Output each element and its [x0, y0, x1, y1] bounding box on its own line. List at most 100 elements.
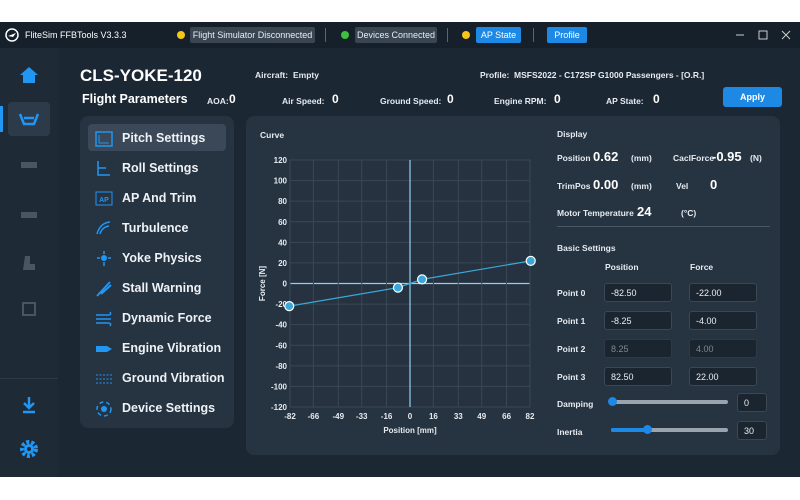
menu-icon [95, 131, 113, 147]
y-tick-label: -20 [275, 300, 287, 309]
menu-icon: AP [95, 191, 113, 206]
menu-label: Ground Vibration [122, 371, 225, 385]
curve-point [416, 274, 428, 285]
inertia-input[interactable]: 30 [737, 421, 767, 440]
nav-device[interactable] [8, 292, 50, 326]
menu-item[interactable]: Turbulence [88, 214, 226, 241]
menu-label: Dynamic Force [122, 311, 212, 325]
nav-device[interactable] [8, 246, 50, 280]
y-tick-label: -100 [271, 382, 288, 391]
menu-icon [96, 374, 112, 384]
basic-settings-title: Basic Settings [557, 243, 616, 253]
separator [533, 28, 534, 42]
device-status: Devices Connected [355, 27, 437, 43]
param-value: 0 [447, 92, 454, 106]
param-value: 0 [554, 92, 561, 106]
x-tick-label: -16 [381, 412, 393, 421]
menu-item[interactable]: Ground Vibration [88, 364, 226, 391]
separator [447, 28, 448, 42]
device-name: CLS-YOKE-120 [80, 66, 202, 85]
y-tick-label: 60 [278, 218, 287, 227]
x-tick-label: -82 [284, 412, 296, 421]
chart-title: Curve [260, 130, 284, 140]
inertia-slider[interactable] [611, 428, 728, 432]
menu-item[interactable]: Stall Warning [88, 274, 226, 301]
settings-menu: Pitch Settings Roll Settings AP AP And Trim… [80, 116, 234, 428]
app-window: FliteSim FFBTools V3.3.3 Flight Simulato… [0, 22, 800, 477]
section-title: Flight Parameters [82, 92, 188, 106]
y-tick-label: -120 [271, 403, 288, 412]
slider-knob[interactable] [643, 425, 652, 434]
menu-item[interactable]: Device Settings [88, 394, 226, 421]
curve-line [289, 260, 531, 307]
position-input[interactable]: -82.50 [604, 283, 672, 302]
menu-icon [96, 281, 112, 297]
damping-input[interactable]: 0 [737, 393, 767, 412]
menu-item[interactable]: AP AP And Trim [88, 184, 226, 211]
position-input[interactable]: 82.50 [604, 367, 672, 386]
profile-label: Profile: [480, 70, 510, 80]
x-axis-label: Position [mm] [383, 426, 437, 435]
position-input[interactable]: 8.25 [604, 339, 672, 358]
profile-button[interactable]: Profile [547, 27, 587, 43]
position-label: Position [557, 153, 591, 163]
force-label: CaclForce [673, 153, 715, 163]
menu-icon [97, 251, 111, 266]
window-controls[interactable] [732, 28, 794, 42]
force-input[interactable]: -22.00 [689, 283, 757, 302]
param-label: AOA: [207, 96, 229, 106]
nav-download[interactable] [8, 388, 50, 422]
apply-button[interactable]: Apply [723, 87, 782, 107]
status-dot [462, 31, 470, 39]
content-panel: Curve -120 -100 -80 -60 -40 -20 0 20 40 60 80 100 120… [246, 116, 780, 455]
nav-yoke[interactable] [0, 102, 50, 136]
menu-item[interactable]: Pitch Settings [88, 124, 226, 151]
x-tick-label: 16 [429, 412, 438, 421]
point-label: Point 1 [557, 316, 586, 326]
param-value: 0 [653, 92, 660, 106]
svg-text:AP: AP [99, 197, 109, 204]
title-bar: FliteSim FFBTools V3.3.3 Flight Simulato… [0, 22, 800, 48]
force-input[interactable]: -4.00 [689, 311, 757, 330]
x-tick-label: -33 [356, 412, 368, 421]
slider-knob[interactable] [608, 397, 617, 406]
force-input[interactable]: 4.00 [689, 339, 757, 358]
damping-slider[interactable] [611, 400, 728, 404]
menu-item[interactable]: Roll Settings [88, 154, 226, 181]
separator [325, 28, 326, 42]
y-tick-label: 20 [278, 259, 287, 268]
nav-device[interactable] [8, 198, 50, 232]
menu-label: Yoke Physics [122, 251, 202, 265]
aircraft-label: Aircraft: [255, 70, 289, 80]
force-input[interactable]: 22.00 [689, 367, 757, 386]
position-input[interactable]: -8.25 [604, 311, 672, 330]
x-tick-label: -66 [308, 412, 320, 421]
nav-device[interactable] [8, 148, 50, 182]
nav-home[interactable] [8, 58, 50, 92]
menu-label: Roll Settings [122, 161, 199, 175]
profile-value: MSFS2022 - C172SP G1000 Passengers - [O.… [514, 70, 705, 80]
y-tick-label: 0 [283, 280, 288, 289]
y-tick-label: -40 [275, 321, 287, 330]
y-axis-label: Force [N] [258, 266, 267, 301]
trimpos-value: 0.00 [593, 177, 619, 192]
x-tick-label: 49 [477, 412, 486, 421]
menu-item[interactable]: Dynamic Force [88, 304, 226, 331]
motor-temp-label: Motor Temperature [557, 208, 634, 218]
menu-item[interactable]: Yoke Physics [88, 244, 226, 271]
divider [557, 226, 770, 227]
display-title: Display [557, 129, 588, 139]
point-label: Point 0 [557, 288, 586, 298]
nav-settings[interactable] [8, 432, 50, 466]
inertia-label: Inertia [557, 427, 583, 437]
curve-point [525, 255, 536, 266]
position-value: 0.62 [593, 149, 619, 164]
menu-item[interactable]: Engine Vibration [88, 334, 226, 361]
column-header: Position [605, 262, 639, 272]
status-dot [341, 31, 349, 39]
trimpos-label: TrimPos [557, 181, 591, 191]
ap-state-button[interactable]: AP State [476, 27, 521, 43]
curve-point [392, 282, 404, 293]
menu-icon [96, 221, 111, 235]
